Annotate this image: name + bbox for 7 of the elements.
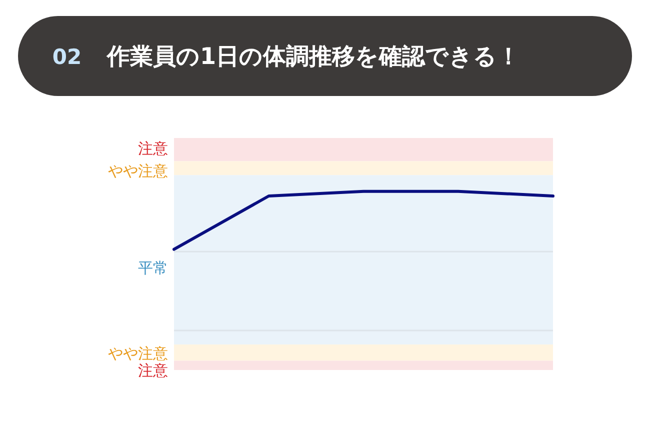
band-label: 平常 — [138, 258, 168, 277]
band-label: やや注意 — [108, 162, 168, 180]
band-label: やや注意 — [108, 344, 168, 363]
chart-title: 作業員の1日の体調推移を確認できる！ — [106, 44, 520, 70]
text: 02 — [52, 45, 82, 69]
band-label: 注意 — [138, 361, 168, 380]
band-label: 注意 — [138, 140, 168, 158]
